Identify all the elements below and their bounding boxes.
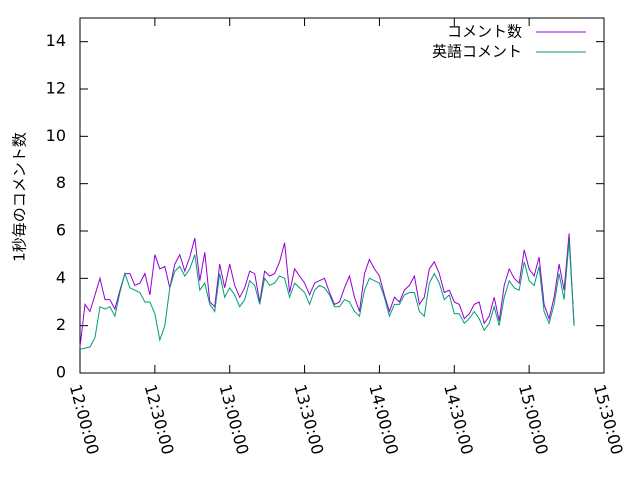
x-tick-label: 15:00:00 xyxy=(515,382,552,456)
x-tick-label: 12:00:00 xyxy=(66,382,103,456)
y-tick-label: 10 xyxy=(46,126,66,145)
y-tick-label: 6 xyxy=(56,221,66,240)
x-axis: 12:00:00 12:30:00 13:00:00 13:30:00 14:00:00… xyxy=(66,18,627,457)
x-tick-label: 15:30:00 xyxy=(590,382,627,456)
y-tick-label: 14 xyxy=(46,31,66,50)
plot-frame xyxy=(79,17,605,374)
y-axis: 0 2 4 6 8 10 12 14 xyxy=(46,31,604,382)
x-tick-label: 13:30:00 xyxy=(290,382,327,456)
y-tick-label: 8 xyxy=(56,173,66,192)
y-tick-label: 4 xyxy=(56,268,66,287)
series-line-2 xyxy=(79,240,575,350)
y-tick-label: 2 xyxy=(56,315,66,334)
y-axis-label: 1秒毎のコメント数 xyxy=(11,132,29,262)
x-tick-label: 12:30:00 xyxy=(141,382,178,456)
legend-label-1: コメント数 xyxy=(447,23,522,41)
x-tick-label: 14:00:00 xyxy=(365,382,402,456)
series-line-1 xyxy=(79,233,575,348)
y-tick-label: 0 xyxy=(56,363,66,382)
x-tick-label: 13:00:00 xyxy=(216,382,253,456)
y-tick-label: 12 xyxy=(46,79,66,98)
legend-label-2: 英語コメント xyxy=(432,43,522,61)
x-tick-label: 14:30:00 xyxy=(440,382,477,456)
series-group xyxy=(79,233,575,350)
